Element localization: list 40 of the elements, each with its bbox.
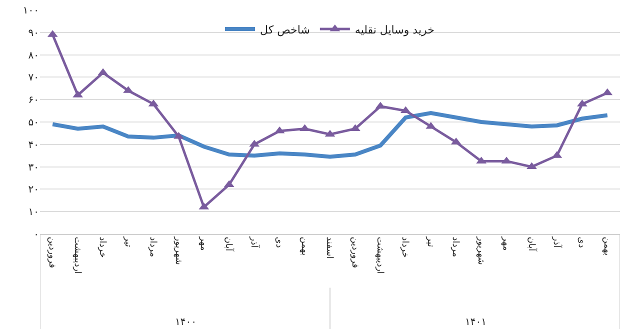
y-tick-label: ۷۰ <box>28 72 39 84</box>
x-tick-label: تیر <box>122 236 132 248</box>
x-tick-label: مهر <box>198 236 208 251</box>
x-tick-label: دی <box>576 236 586 248</box>
x-tick-label: آبان <box>526 236 538 252</box>
y-tick-label: ۶۰ <box>28 95 39 106</box>
x-tick-label: اسفند <box>324 236 334 259</box>
line-series <box>50 111 610 159</box>
x-tick-label: بهمن <box>601 236 612 256</box>
x-tick-label: خرداد <box>400 236 410 258</box>
x-tick-label: تیر <box>424 236 435 248</box>
x-tick-label: آذر <box>551 236 564 248</box>
x-tick-label: آذر <box>248 236 260 248</box>
x-tick-label: بهمن <box>298 236 309 256</box>
y-tick-label: ۴۰ <box>28 140 39 151</box>
x-tick-label: فروردین <box>46 236 57 268</box>
text: ۱۴۰۰ <box>175 317 196 328</box>
x-tick-label: شهریور <box>475 236 486 265</box>
x-tick-label: اردیبهشت <box>374 236 385 274</box>
point <box>526 162 537 170</box>
x-tick-label: فروردین <box>349 236 360 268</box>
y-tick-label: ۲۰ <box>28 184 39 196</box>
x-tick-label: شهریور <box>172 236 183 265</box>
x-tick-label: دی <box>274 236 284 248</box>
x-tick-label: خرداد <box>97 236 108 258</box>
y-tick-label: ۹۰ <box>28 28 39 39</box>
text: ۱۴۰۱ <box>465 317 486 328</box>
y-tick-label: ۸۰ <box>28 50 39 62</box>
x-tick-label: آبان <box>223 236 236 252</box>
y-tick-label: ۳۰ <box>28 162 39 174</box>
y-tick-label: ۰ <box>34 230 39 240</box>
legend-label: خرید وسایل نقلیه <box>354 23 434 36</box>
legend-label: شاخص کل <box>260 23 310 36</box>
x-tick-label: مرداد <box>148 236 158 258</box>
y-tick-label: ۵۰ <box>28 118 39 128</box>
x-tick-label: اردیبهشت <box>72 236 82 274</box>
y-tick-label: ۱۰۰ <box>22 6 39 16</box>
x-tick-label: مهر <box>500 236 511 251</box>
x-tick-label: مرداد <box>450 236 460 258</box>
y-tick-label: ۱۰ <box>28 207 39 218</box>
